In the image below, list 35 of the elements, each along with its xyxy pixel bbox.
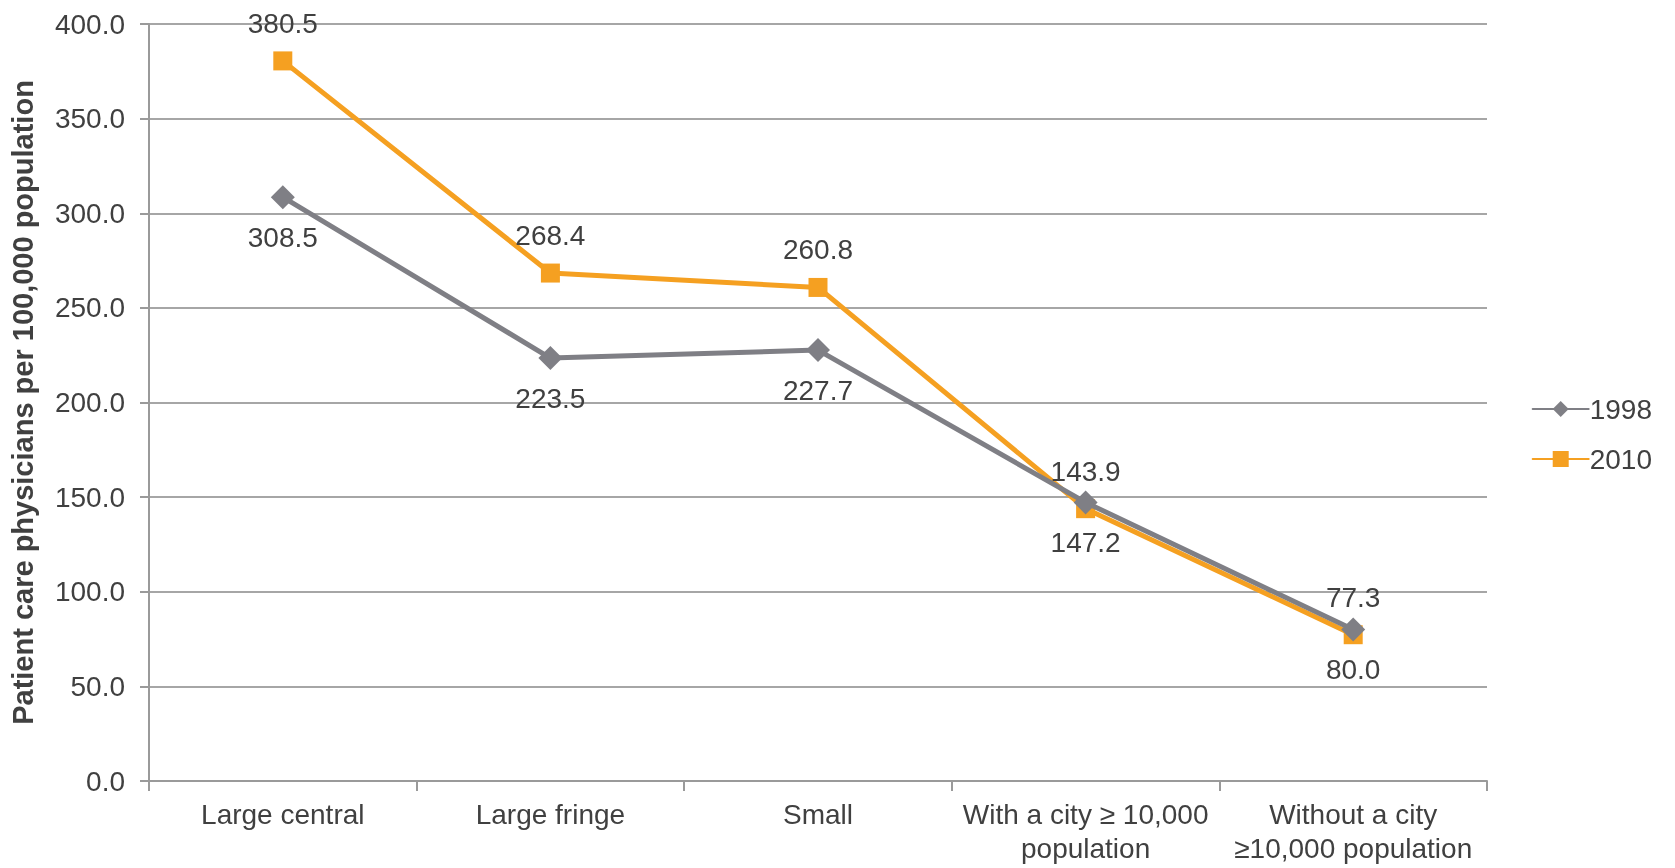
point [1073,490,1098,515]
y-tick-label: 300.0 [54,197,125,229]
point [806,338,830,363]
point [538,346,563,371]
y-tick-label: 250.0 [54,292,125,324]
data-label: 227.7 [782,374,854,406]
y-tick-label: 200.0 [54,387,125,418]
data-label: 268.4 [515,220,586,252]
data-label: 143.9 [1050,455,1121,487]
y-tick-label: 50.0 [70,670,125,702]
y-tick-label: 100.0 [54,576,125,608]
data-label: 260.8 [782,234,854,266]
point [540,263,560,283]
point [1341,617,1366,642]
data-label: 77.3 [1325,581,1381,613]
y-tick-label: 150.0 [54,481,125,513]
legend-label: 1998 [1589,393,1653,425]
data-label: 147.2 [1050,526,1121,558]
data-label: 80.0 [1325,654,1381,686]
y-axis-title: Patient care physicians per 100,000 population [6,80,39,725]
x-tick-label: Small [782,798,854,830]
y-tick-label: 400.0 [54,8,125,40]
point [273,51,293,71]
point [808,277,828,297]
x-tick-label: With a city ≥ 10,000 population [962,798,1209,864]
data-label: 223.5 [515,382,586,414]
data-label: 308.5 [247,221,318,253]
x-tick-label: Without a city ≥10,000 population [1234,798,1473,864]
point [270,185,295,210]
y-tick-label: 350.0 [54,103,125,135]
legend-label: 2010 [1589,443,1653,475]
y-tick-label: 0.0 [86,765,125,797]
data-label: 380.5 [247,7,318,39]
x-tick-label: Large central [201,798,365,830]
x-tick-label: Large fringe [475,798,626,830]
